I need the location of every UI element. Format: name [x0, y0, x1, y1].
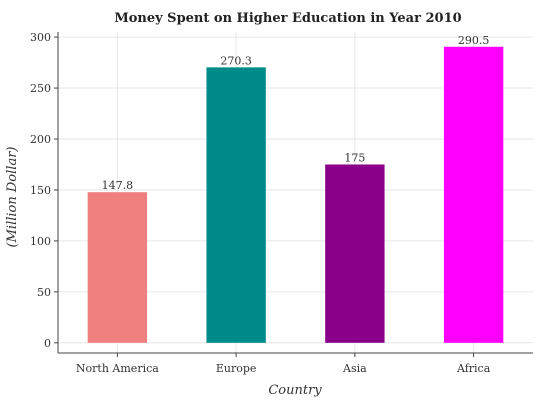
x-axis-label: Country [268, 383, 322, 398]
y-tick-label-4: 200 [30, 133, 51, 146]
data-label-2: 175 [344, 151, 365, 164]
y-tick-label-0: 0 [44, 337, 51, 350]
bar-2 [325, 164, 385, 343]
y-tick-label-2: 100 [30, 235, 51, 248]
y-tick-label-6: 300 [30, 31, 51, 44]
axes: 0 50 100 150 200 250 300 North America Europe Asi… [30, 31, 533, 375]
x-tick-label-2: Asia [342, 362, 367, 375]
y-tick-label-5: 250 [30, 82, 51, 95]
x-tick-label-0: North America [76, 362, 159, 375]
x-tick-label-3: Africa [456, 362, 491, 375]
bar-3 [443, 46, 504, 343]
bar-0 [87, 192, 148, 343]
x-tick-label-1: Europe [216, 362, 257, 375]
data-label-1: 270.3 [220, 54, 252, 67]
data-label-0: 147.8 [102, 179, 134, 192]
y-tick-label-3: 150 [30, 184, 51, 197]
chart-title: Money Spent on Higher Education in Year … [114, 11, 461, 26]
y-axis-label: (Million Dollar) [5, 147, 20, 248]
y-tick-label-1: 50 [37, 286, 51, 299]
data-labels: 147.8 270.3 175 290.5 [102, 34, 490, 192]
data-label-3: 290.5 [458, 34, 490, 47]
bars [87, 46, 504, 343]
bar-1 [206, 67, 266, 343]
